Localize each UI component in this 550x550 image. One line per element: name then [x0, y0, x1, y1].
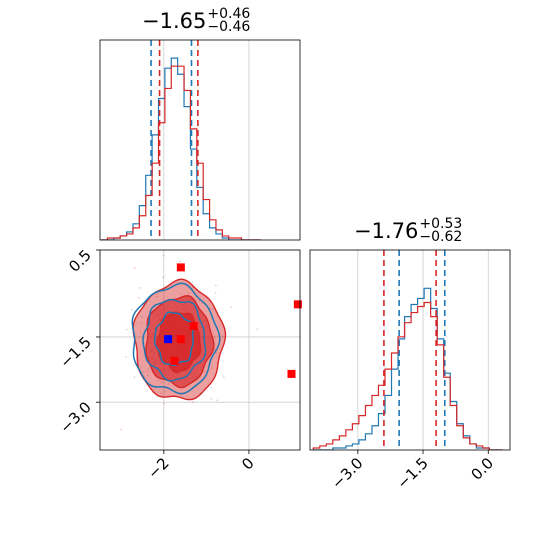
sample-point [209, 307, 212, 310]
marginal-histogram-param1 [99, 39, 301, 241]
sample-point [204, 370, 206, 373]
tick-label: −2 [144, 454, 172, 482]
histogram-series-blue [101, 57, 261, 240]
plot-area [101, 40, 261, 240]
sample-point [125, 328, 128, 331]
marker-red [176, 335, 185, 344]
sample-point [133, 376, 136, 379]
tick-label: −1.5 [56, 333, 94, 371]
sample-point [154, 306, 157, 309]
tick-label: 0 [238, 454, 257, 473]
tick-label: −3.0 [56, 398, 94, 436]
histogram-series-red [101, 65, 261, 240]
sample-point [125, 355, 127, 358]
sample-point [137, 297, 140, 300]
sample-point [210, 386, 213, 389]
sample-point [133, 266, 136, 269]
sample-point [212, 307, 215, 310]
tick-label: −3.0 [328, 454, 366, 492]
histogram-series-blue [313, 287, 503, 450]
sample-point [155, 296, 158, 298]
plot-area [312, 250, 503, 450]
marker-red [170, 356, 179, 365]
sample-point [140, 315, 143, 318]
sample-point [163, 402, 165, 405]
sample-point [160, 392, 163, 395]
marker-red [287, 369, 296, 378]
sample-point [179, 260, 182, 263]
marginal-histogram-param2: −3.0 −1.5 0.0 [309, 249, 511, 493]
sample-point [214, 284, 217, 287]
sample-point [137, 359, 140, 361]
contour-blue-level [153, 311, 194, 367]
sample-point [146, 370, 149, 373]
sample-point [215, 351, 218, 354]
sample-point [187, 291, 190, 294]
marker-red [189, 322, 198, 331]
sample-point [230, 306, 233, 309]
sample-point [162, 254, 165, 257]
sample-point [139, 286, 142, 289]
sample-point [146, 374, 149, 377]
tick-label: 0.0 [467, 454, 497, 484]
sample-point [179, 293, 182, 295]
sample-point [211, 367, 213, 369]
axes-frame [99, 39, 301, 241]
panel-title-param2: −1.76 +0.53 −0.62 [354, 216, 463, 245]
marker-red [176, 263, 185, 272]
sample-point [191, 400, 194, 403]
axes-frame [309, 249, 511, 451]
sample-point [191, 281, 194, 284]
sample-point [222, 375, 225, 378]
sample-point [120, 428, 123, 431]
marker-red [293, 300, 302, 309]
sample-point [164, 390, 167, 393]
tick-label: 0.5 [65, 246, 95, 276]
sample-point [160, 381, 163, 384]
sample-point [168, 382, 170, 385]
sample-point [221, 335, 224, 338]
tick-label: −1.5 [393, 454, 431, 492]
sample-point [142, 370, 145, 373]
sample-point [130, 308, 133, 311]
sample-point [191, 286, 194, 289]
sample-point [140, 321, 143, 324]
panel-title-param1: −1.65 +0.46 −0.46 [142, 6, 251, 35]
sample-point [256, 328, 259, 331]
sample-point [157, 379, 159, 382]
sample-point [216, 399, 219, 402]
sample-point [156, 292, 158, 295]
joint-contour-panel: −2 0 0.5 −1.5 −3.0 [56, 246, 302, 482]
contour-blue-level [142, 298, 207, 382]
sample-point [161, 276, 164, 279]
marker-blue [164, 335, 173, 344]
contour-blue-level [131, 282, 221, 395]
sample-point [139, 331, 142, 334]
sample-point [210, 398, 213, 400]
sample-point [214, 291, 217, 294]
axes-frame [99, 249, 301, 451]
sample-point [147, 368, 150, 370]
histogram-series-red [312, 301, 503, 450]
plot-area [120, 254, 259, 431]
sample-point [213, 335, 216, 338]
